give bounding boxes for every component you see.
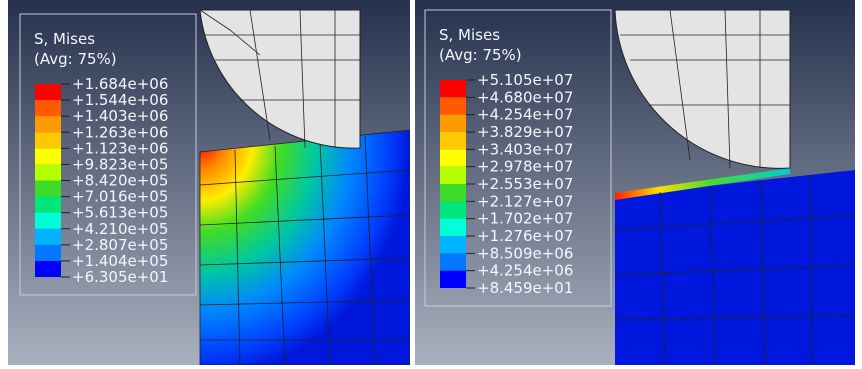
legend-level: +4.254e+07 [477,106,573,124]
page: {"panels": [ {"title": "S, Mises", "subt… [0,0,862,365]
legend-swatch [440,149,466,166]
legend-swatch [440,115,466,132]
legend-swatch [35,181,61,197]
legend-swatch [35,148,61,164]
legend-swatch [35,132,61,148]
legend-level: +4.254e+06 [477,262,573,280]
legend-swatch [35,197,61,213]
legend-swatch [440,271,466,288]
legend-swatch [35,229,61,245]
legend-level: +1.702e+07 [477,210,573,228]
legend-level: +3.403e+07 [477,140,573,158]
legend-swatch [35,100,61,116]
legend-level: +8.509e+06 [477,244,573,262]
legend-swatch [35,245,61,261]
legend-subtitle: (Avg: 75%) [439,46,522,64]
legend-level: +6.305e+01 [72,268,168,286]
legend-swatch [35,261,61,277]
legend-swatch [35,84,61,100]
legend-subtitle: (Avg: 75%) [34,50,117,68]
legend-swatch [440,132,466,149]
legend-swatch [440,253,466,270]
legend-level: +4.680e+07 [477,88,573,106]
legend-swatch [440,236,466,253]
legend-level: +2.978e+07 [477,158,573,176]
legend-swatch [440,219,466,236]
legend-swatch [440,201,466,218]
legend-swatch [440,97,466,114]
legend-level: +2.553e+07 [477,175,573,193]
legend-swatch [35,213,61,229]
legend-swatch [440,184,466,201]
legend-level: +8.459e+01 [477,279,573,297]
legend-swatch [440,80,466,97]
legend-swatch [35,164,61,180]
legend-title: S, Mises [439,26,500,44]
figure: S, Mises(Avg: 75%)+1.684e+06+1.544e+06+1… [0,0,862,365]
legend-level: +5.105e+07 [477,71,573,89]
legend-title: S, Mises [34,30,95,48]
legend-level: +3.829e+07 [477,123,573,141]
legend-swatch [440,167,466,184]
legend-swatch [35,116,61,132]
legend-level: +2.127e+07 [477,192,573,210]
legend-level: +1.276e+07 [477,227,573,245]
